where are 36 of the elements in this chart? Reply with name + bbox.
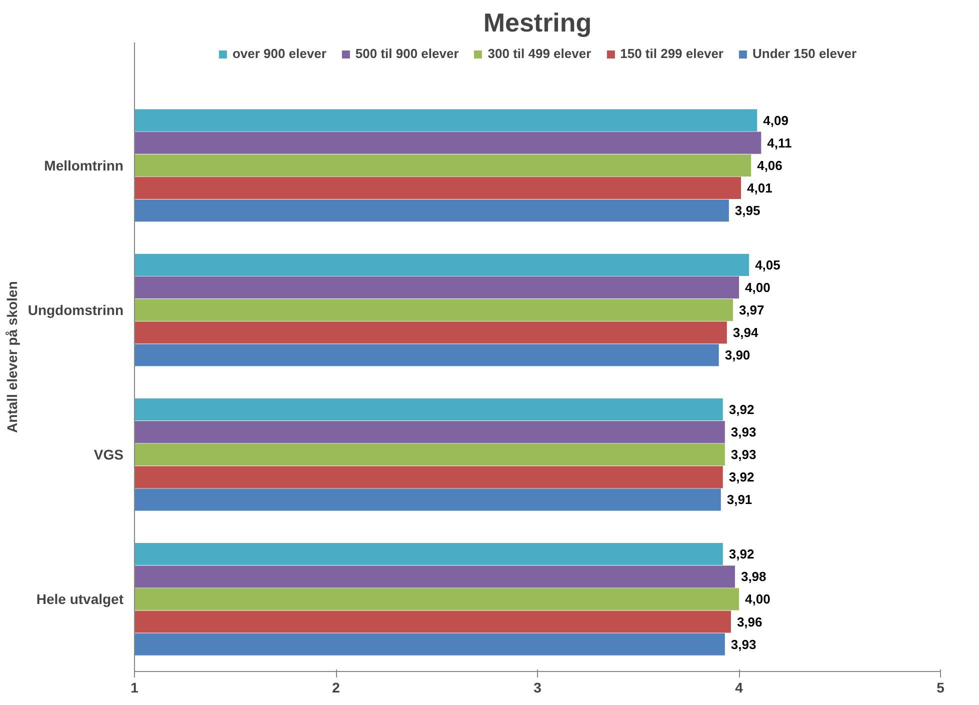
data-label: 3,92 [728,402,754,417]
x-tick-label: 4 [735,680,744,696]
data-label: 4,09 [763,112,788,128]
data-label: 3,90 [724,348,750,363]
legend-label: Under 150 elever [752,46,857,61]
data-label: 3,94 [732,325,759,340]
y-tick-label: Hele utvalget [36,591,124,608]
y-tick-label: Ungdomstrinn [28,302,124,318]
data-label: 4,11 [767,135,792,150]
data-label: 4,00 [745,592,770,607]
data-label: 4,00 [745,280,770,295]
y-tick-label: Mellomtrinn [44,157,124,174]
data-label: 3,91 [726,492,752,508]
legend-label: 150 til 299 elever [620,46,724,61]
data-label: 3,96 [736,614,762,630]
legend-label: over 900 elever [232,46,326,61]
y-tick-label: VGS [94,446,124,463]
x-tick-label: 1 [130,680,139,696]
data-label: 3,92 [728,470,754,485]
data-label: 4,05 [755,257,780,272]
data-label: 3,98 [740,569,766,584]
data-label: 4,06 [757,158,782,173]
data-label: 3,95 [734,203,760,218]
data-label: 3,93 [730,636,756,652]
x-tick-label: 5 [936,680,945,696]
data-label: 3,92 [728,546,754,562]
data-label: 3,93 [730,424,756,440]
y-axis-title: Antall elever på skolen [4,281,20,433]
x-tick-label: 3 [534,680,542,696]
data-label: 3,97 [738,302,764,318]
data-label: 4,01 [747,180,772,196]
x-tick-label: 2 [332,680,340,696]
legend-label: 300 til 499 elever [488,46,592,61]
legend-label: 500 til 900 elever [355,46,459,61]
data-label: 3,93 [730,447,756,462]
chart-title: Mestring [483,8,592,38]
